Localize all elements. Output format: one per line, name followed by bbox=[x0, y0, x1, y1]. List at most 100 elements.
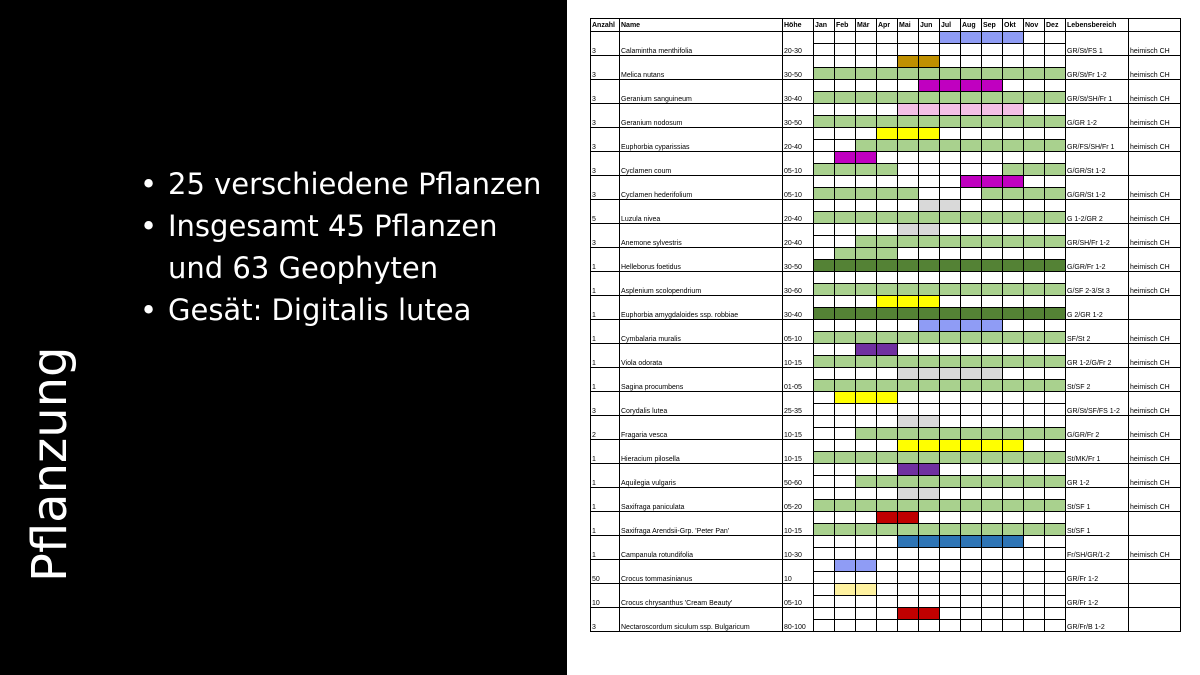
month-bar bbox=[813, 283, 835, 296]
month-bar bbox=[1044, 499, 1066, 512]
month-cell bbox=[1044, 391, 1066, 404]
month-bar bbox=[939, 439, 961, 452]
month-bar bbox=[834, 91, 856, 104]
origin-cell: heimisch CH bbox=[1128, 223, 1181, 248]
month-cell bbox=[813, 403, 835, 416]
month-bar bbox=[981, 259, 1003, 272]
month-cell bbox=[1002, 271, 1024, 284]
month-cell bbox=[1023, 439, 1045, 452]
count-cell: 3 bbox=[590, 79, 620, 104]
month-bar bbox=[939, 79, 961, 92]
month-cell bbox=[813, 367, 835, 380]
month-bar bbox=[876, 163, 898, 176]
month-bar bbox=[939, 427, 961, 440]
month-bar bbox=[960, 79, 982, 92]
month-bar bbox=[1044, 523, 1066, 536]
month-cell bbox=[1044, 223, 1066, 236]
name-cell: Cyclamen coum bbox=[619, 151, 783, 176]
habitat-cell: G 2/GR 1-2 bbox=[1065, 295, 1129, 320]
month-bar bbox=[1023, 523, 1045, 536]
slide-title: Pflanzung bbox=[22, 346, 78, 582]
month-cell bbox=[1002, 595, 1024, 608]
month-cell bbox=[876, 367, 898, 380]
month-bar bbox=[960, 259, 982, 272]
origin-cell: heimisch CH bbox=[1128, 247, 1181, 272]
month-cell bbox=[981, 619, 1003, 632]
month-cell bbox=[834, 595, 856, 608]
header-height: Höhe bbox=[782, 18, 814, 32]
month-bar bbox=[855, 91, 877, 104]
month-bar bbox=[897, 283, 919, 296]
month-bar bbox=[918, 607, 940, 620]
month-cell bbox=[813, 199, 835, 212]
month-bar bbox=[813, 379, 835, 392]
height-cell: 30-50 bbox=[782, 247, 814, 272]
month-bar bbox=[960, 67, 982, 80]
month-cell bbox=[1023, 415, 1045, 428]
month-cell bbox=[1044, 487, 1066, 500]
header-month: Okt bbox=[1002, 18, 1024, 32]
count-cell: 1 bbox=[590, 511, 620, 536]
month-bar bbox=[897, 427, 919, 440]
origin-cell bbox=[1128, 607, 1181, 632]
month-bar bbox=[918, 67, 940, 80]
foliage-row bbox=[591, 499, 1181, 512]
month-cell bbox=[1044, 295, 1066, 308]
month-bar bbox=[939, 103, 961, 116]
month-bar bbox=[1044, 355, 1066, 368]
month-cell bbox=[1023, 31, 1045, 44]
month-cell bbox=[813, 127, 835, 140]
month-cell bbox=[813, 487, 835, 500]
name-cell: Hieracium pilosella bbox=[619, 439, 783, 464]
month-cell bbox=[939, 487, 961, 500]
month-bar bbox=[918, 475, 940, 488]
month-cell bbox=[876, 571, 898, 584]
month-cell bbox=[960, 295, 982, 308]
habitat-cell: G/GR/Fr 1-2 bbox=[1065, 247, 1129, 272]
month-bar bbox=[960, 499, 982, 512]
month-bar bbox=[813, 499, 835, 512]
month-bar bbox=[876, 343, 898, 356]
month-cell bbox=[897, 43, 919, 56]
month-bar bbox=[981, 211, 1003, 224]
month-cell bbox=[834, 175, 856, 188]
month-bar bbox=[918, 295, 940, 308]
month-cell bbox=[813, 595, 835, 608]
month-bar bbox=[939, 367, 961, 380]
month-cell bbox=[1044, 199, 1066, 212]
habitat-cell: GR/FS/SH/Fr 1 bbox=[1065, 127, 1129, 152]
height-cell: 10-15 bbox=[782, 415, 814, 440]
month-cell bbox=[834, 619, 856, 632]
height-cell: 30-50 bbox=[782, 55, 814, 80]
month-bar bbox=[876, 283, 898, 296]
month-cell bbox=[1023, 511, 1045, 524]
habitat-cell: GR 1-2 bbox=[1065, 463, 1129, 488]
month-cell bbox=[834, 31, 856, 44]
name-cell: Crocus tommasinianus bbox=[619, 559, 783, 584]
month-bar bbox=[1044, 139, 1066, 152]
month-cell bbox=[960, 199, 982, 212]
name-cell: Geranium sanguineum bbox=[619, 79, 783, 104]
month-cell bbox=[1002, 391, 1024, 404]
header-month: Jun bbox=[918, 18, 940, 32]
month-cell bbox=[834, 103, 856, 116]
month-cell bbox=[834, 43, 856, 56]
month-cell bbox=[834, 463, 856, 476]
month-cell bbox=[981, 43, 1003, 56]
month-cell bbox=[855, 595, 877, 608]
month-cell bbox=[1023, 79, 1045, 92]
bloom-row: 3 Cyclamen hederifolium 05-10 G/GR/St 1-2 he… bbox=[590, 175, 1181, 200]
habitat-cell: G/GR/Fr 2 bbox=[1065, 415, 1129, 440]
month-cell bbox=[1023, 247, 1045, 260]
month-bar bbox=[1044, 475, 1066, 488]
habitat-cell: G/GR/St 1-2 bbox=[1065, 151, 1129, 176]
month-bar bbox=[897, 415, 919, 428]
month-bar bbox=[918, 415, 940, 428]
month-bar bbox=[897, 355, 919, 368]
month-cell bbox=[834, 439, 856, 452]
bloom-row: 1 Saxifraga paniculata 05-20 St/SF 1 heimisc… bbox=[590, 487, 1181, 512]
month-cell bbox=[855, 547, 877, 560]
month-cell bbox=[960, 391, 982, 404]
month-bar bbox=[939, 139, 961, 152]
month-cell bbox=[855, 607, 877, 620]
